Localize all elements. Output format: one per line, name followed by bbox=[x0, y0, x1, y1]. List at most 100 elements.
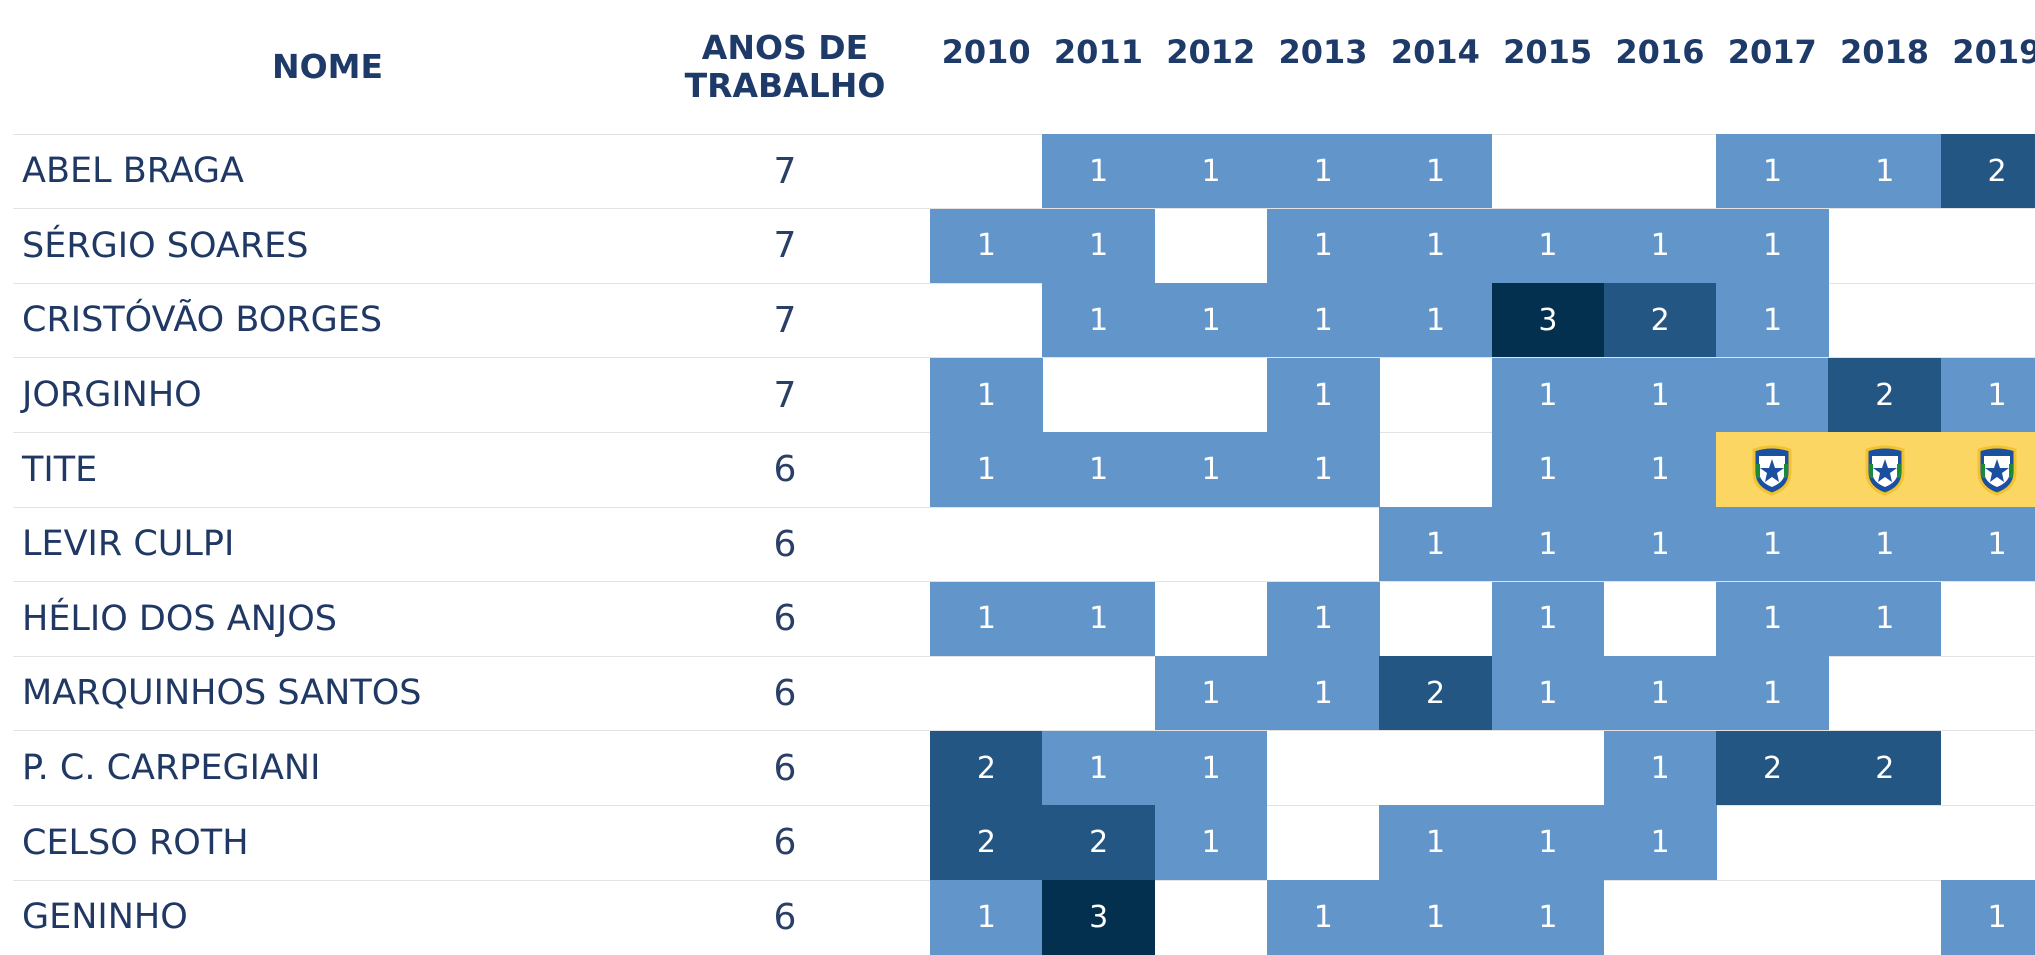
header-years: ANOS DE TRABALHO bbox=[684, 28, 886, 105]
year-cell: 1 bbox=[1940, 880, 2035, 955]
year-cell: 1 bbox=[1042, 581, 1156, 657]
year-cell: 1 bbox=[1266, 357, 1380, 433]
coach-name: CELSO ROTH bbox=[22, 822, 249, 863]
year-cell: 1 bbox=[1491, 581, 1605, 657]
year-cell: 1 bbox=[1940, 357, 2035, 433]
year-cell: 1 bbox=[1603, 656, 1717, 731]
coach-name: CRISTÓVÃO BORGES bbox=[22, 300, 383, 341]
year-cell: 1 bbox=[1266, 283, 1380, 358]
coach-name: MARQUINHOS SANTOS bbox=[22, 673, 422, 714]
year-cell: 1 bbox=[1379, 283, 1492, 358]
header-year: 2013 bbox=[1278, 32, 1368, 71]
coach-name: P. C. CARPEGIANI bbox=[22, 748, 321, 789]
year-cell: 2 bbox=[1603, 283, 1717, 358]
year-cell: 1 bbox=[1042, 208, 1156, 284]
year-cell: 1 bbox=[1379, 208, 1492, 284]
year-cell: 1 bbox=[930, 208, 1043, 284]
year-cell: 2 bbox=[1379, 656, 1492, 731]
year-cell: 1 bbox=[930, 432, 1043, 507]
year-cell: 1 bbox=[1379, 134, 1492, 209]
year-cell: 1 bbox=[1940, 507, 2035, 582]
year-cell: 1 bbox=[1491, 805, 1605, 880]
coach-name: TITE bbox=[22, 449, 98, 490]
years-count: 7 bbox=[773, 374, 797, 416]
header-year: 2011 bbox=[1053, 32, 1143, 71]
year-cell: 2 bbox=[930, 730, 1043, 806]
year-cell: 1 bbox=[1603, 432, 1717, 507]
header-year: 2014 bbox=[1390, 32, 1480, 71]
year-cell: 2 bbox=[1828, 357, 1942, 433]
badge-cell bbox=[1940, 432, 2035, 507]
year-cell: 1 bbox=[1154, 283, 1268, 358]
year-cell: 1 bbox=[1266, 880, 1380, 955]
badge-cell bbox=[1828, 432, 1942, 507]
row-line bbox=[13, 506, 2035, 508]
years-count: 6 bbox=[773, 672, 797, 714]
years-count: 6 bbox=[773, 523, 797, 565]
year-cell: 1 bbox=[1716, 581, 1829, 657]
year-cell: 1 bbox=[1491, 432, 1605, 507]
year-cell: 3 bbox=[1491, 283, 1605, 358]
year-cell: 1 bbox=[1379, 805, 1492, 880]
header-year: 2019 bbox=[1952, 32, 2035, 71]
years-count: 6 bbox=[773, 449, 797, 491]
year-cell: 1 bbox=[1603, 507, 1717, 582]
year-cell: 2 bbox=[1828, 730, 1942, 806]
year-cell: 1 bbox=[1266, 134, 1380, 209]
year-cell: 1 bbox=[1042, 432, 1156, 507]
year-cell: 1 bbox=[1603, 805, 1717, 880]
year-cell: 1 bbox=[1154, 134, 1268, 209]
years-count: 6 bbox=[773, 598, 797, 640]
year-cell: 1 bbox=[1266, 432, 1380, 507]
year-cell: 1 bbox=[1266, 208, 1380, 284]
year-cell: 1 bbox=[1042, 134, 1156, 209]
year-cell: 1 bbox=[1491, 357, 1605, 433]
header-year: 2017 bbox=[1727, 32, 1817, 71]
year-cell: 1 bbox=[1379, 880, 1492, 955]
header-year: 2015 bbox=[1503, 32, 1593, 71]
year-cell: 1 bbox=[1828, 581, 1942, 657]
years-count: 6 bbox=[773, 896, 797, 938]
header-year: 2012 bbox=[1166, 32, 1256, 71]
row-line bbox=[13, 282, 2035, 284]
year-cell: 1 bbox=[930, 581, 1043, 657]
coach-name: GENINHO bbox=[22, 897, 188, 938]
year-cell: 1 bbox=[1042, 730, 1156, 806]
header-year: 2016 bbox=[1615, 32, 1705, 71]
year-cell: 1 bbox=[1154, 730, 1268, 806]
header-name: NOME bbox=[271, 47, 384, 87]
year-cell: 1 bbox=[1716, 656, 1829, 731]
cbf-badge bbox=[1865, 445, 1905, 496]
coach-name: ABEL BRAGA bbox=[22, 151, 244, 192]
year-cell: 1 bbox=[1716, 507, 1829, 582]
year-cell: 1 bbox=[1042, 283, 1156, 358]
year-cell: 1 bbox=[1828, 134, 1942, 209]
year-cell: 1 bbox=[1603, 208, 1717, 284]
cbf-badge bbox=[1977, 445, 2017, 496]
header-year: 2010 bbox=[941, 32, 1031, 71]
year-cell: 1 bbox=[1154, 805, 1268, 880]
year-cell: 1 bbox=[1603, 730, 1717, 806]
years-count: 6 bbox=[773, 822, 797, 864]
row-line bbox=[13, 133, 2035, 135]
year-cell: 1 bbox=[1491, 656, 1605, 731]
header-year: 2018 bbox=[1840, 32, 1930, 71]
years-count: 6 bbox=[773, 747, 797, 789]
year-cell: 1 bbox=[930, 357, 1043, 433]
year-cell: 1 bbox=[1491, 208, 1605, 284]
year-cell: 1 bbox=[1491, 507, 1605, 582]
year-cell: 1 bbox=[1266, 656, 1380, 731]
years-count: 7 bbox=[773, 150, 797, 192]
year-cell: 1 bbox=[1266, 581, 1380, 657]
coach-name: LEVIR CULPI bbox=[22, 524, 235, 565]
year-cell: 3 bbox=[1042, 880, 1156, 955]
coach-name: HÉLIO DOS ANJOS bbox=[22, 598, 337, 639]
years-count: 7 bbox=[773, 299, 797, 341]
year-cell: 1 bbox=[1716, 208, 1829, 284]
badge-cell bbox=[1716, 432, 1829, 507]
years-count: 7 bbox=[773, 225, 797, 267]
year-cell: 1 bbox=[1716, 283, 1829, 358]
year-cell: 2 bbox=[930, 805, 1043, 880]
year-cell: 1 bbox=[1716, 134, 1829, 209]
